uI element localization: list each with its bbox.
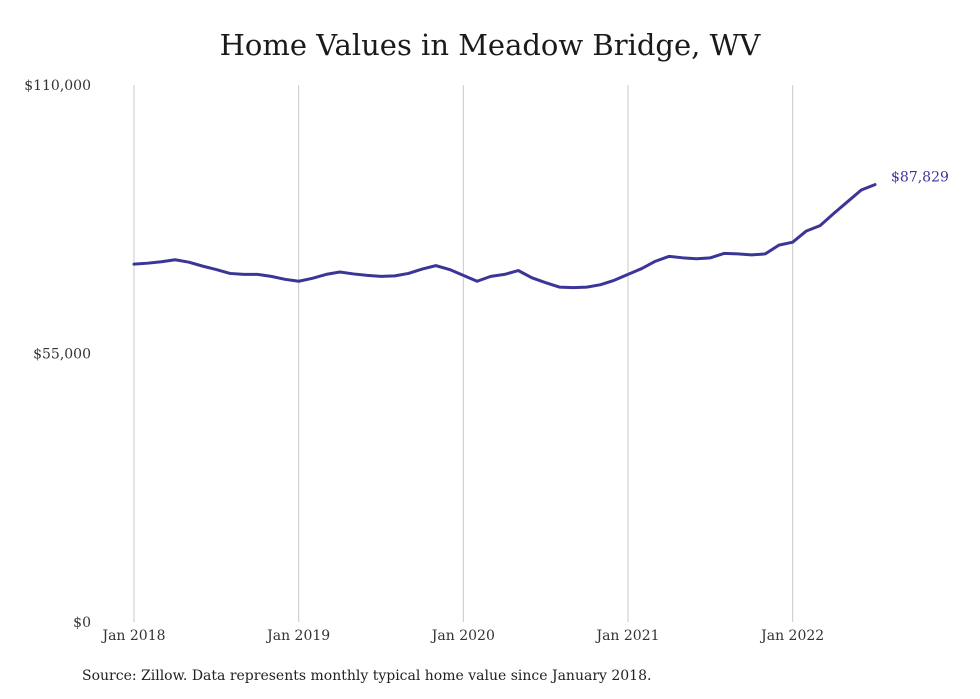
- y-axis-tick-labels: $110,000 $55,000 $0: [24, 78, 91, 631]
- x-tick-label: Jan 2020: [430, 628, 495, 644]
- x-tick-label: Jan 2022: [759, 628, 824, 644]
- x-tick-label: Jan 2021: [594, 628, 659, 644]
- end-value-label: $87,829: [891, 170, 949, 186]
- source-note: Source: Zillow. Data represents monthly …: [82, 668, 652, 684]
- x-tick-label: Jan 2018: [100, 628, 165, 644]
- grid-lines: [133, 85, 794, 622]
- end-label-layer: $87,829: [891, 170, 949, 186]
- series-line-0: [132, 183, 877, 290]
- x-tick-label: Jan 2019: [265, 628, 330, 644]
- series-layer: [132, 183, 877, 290]
- chart-title: Home Values in Meadow Bridge, WV: [219, 28, 761, 62]
- y-tick-label: $110,000: [24, 78, 91, 94]
- y-tick-label: $55,000: [33, 347, 91, 363]
- y-tick-label: $0: [73, 615, 91, 631]
- x-axis-tick-labels: Jan 2018 Jan 2019 Jan 2020 Jan 2021 Jan 2022: [100, 628, 824, 644]
